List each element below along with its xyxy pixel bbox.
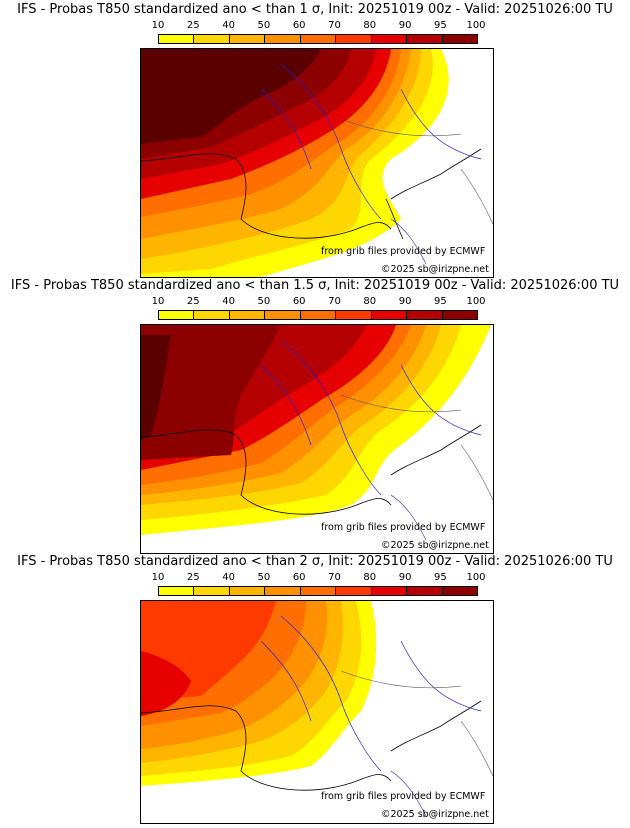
panel-title: IFS - Probas T850 standardized ano < tha… — [10, 278, 620, 293]
probability-map: from grib files provided by ECMWF ©2025 … — [140, 324, 494, 554]
colorbar-swatch — [159, 35, 195, 43]
panel-title: IFS - Probas T850 standardized ano < tha… — [17, 2, 613, 17]
colorbar-tick: 90 — [398, 20, 412, 31]
colorbar-tick: 100 — [466, 296, 486, 307]
panel-1-5sigma: IFS - Probas T850 standardized ano < tha… — [0, 276, 630, 554]
colorbar-tick: 40 — [222, 572, 235, 583]
colorbar-swatch — [407, 35, 443, 43]
colorbar-swatch — [442, 587, 477, 595]
colorbar-tick: 90 — [398, 296, 412, 307]
colorbar-tick: 50 — [257, 572, 271, 583]
colorbar-swatch — [407, 311, 443, 319]
colorbar-labels: 10 25 40 50 60 70 80 90 95 100 — [152, 20, 486, 32]
probability-map: from grib files provided by ECMWF ©2025 … — [140, 48, 494, 278]
colorbar-tick: 95 — [434, 572, 447, 583]
colorbar-swatch — [265, 35, 301, 43]
colorbar-tick: 95 — [434, 20, 447, 31]
colorbar-tick: 50 — [257, 296, 271, 307]
colorbar-swatch — [371, 311, 408, 319]
colorbar-tick: 70 — [328, 572, 341, 583]
colorbar-tick: 80 — [363, 572, 377, 583]
colorbar-tick: 70 — [328, 20, 341, 31]
credit-source: from grib files provided by ECMWF — [321, 791, 486, 802]
colorbar-swatch — [442, 35, 477, 43]
colorbar-tick: 100 — [466, 20, 486, 31]
credit-copyright: ©2025 sb@irizpne.net — [381, 809, 489, 820]
colorbar-swatch — [229, 35, 266, 43]
colorbar-swatch — [194, 587, 230, 595]
panel-1sigma: IFS - Probas T850 standardized ano < tha… — [0, 0, 630, 278]
panel-title: IFS - Probas T850 standardized ano < tha… — [17, 554, 613, 569]
colorbar-tick: 95 — [434, 296, 447, 307]
credit-copyright: ©2025 sb@irizpne.net — [381, 540, 489, 551]
colorbar-swatch — [229, 311, 266, 319]
colorbar — [158, 34, 478, 44]
colorbar-swatch — [194, 35, 230, 43]
colorbar-swatch — [159, 587, 195, 595]
credit-source: from grib files provided by ECMWF — [321, 522, 486, 533]
colorbar-swatch — [265, 587, 301, 595]
colorbar-tick: 60 — [292, 296, 306, 307]
colorbar-tick: 70 — [328, 296, 341, 307]
colorbar-swatch — [442, 311, 477, 319]
colorbar-swatch — [371, 587, 408, 595]
colorbar-tick: 25 — [186, 20, 200, 31]
colorbar-tick: 10 — [151, 572, 165, 583]
colorbar-swatch — [229, 587, 266, 595]
colorbar-swatch — [371, 35, 408, 43]
colorbar-swatch — [336, 587, 372, 595]
colorbar-swatch — [265, 311, 301, 319]
colorbar-tick: 25 — [186, 296, 200, 307]
colorbar-labels: 10 25 40 50 60 70 80 90 95 100 — [152, 572, 486, 584]
colorbar-swatch — [159, 311, 195, 319]
colorbar-tick: 100 — [466, 572, 486, 583]
colorbar-swatch — [407, 587, 443, 595]
colorbar-swatch — [300, 311, 337, 319]
colorbar-labels: 10 25 40 50 60 70 80 90 95 100 — [152, 296, 486, 308]
credit-copyright: ©2025 sb@irizpne.net — [381, 264, 489, 275]
probability-map: from grib files provided by ECMWF ©2025 … — [140, 600, 494, 824]
colorbar-tick: 40 — [222, 20, 235, 31]
colorbar-tick: 60 — [292, 20, 306, 31]
colorbar-tick: 10 — [151, 20, 165, 31]
colorbar-tick: 25 — [186, 572, 200, 583]
panel-2sigma: IFS - Probas T850 standardized ano < tha… — [0, 552, 630, 828]
colorbar — [158, 310, 478, 320]
colorbar — [158, 586, 478, 596]
colorbar-tick: 90 — [398, 572, 412, 583]
credit-source: from grib files provided by ECMWF — [321, 246, 486, 257]
colorbar-tick: 10 — [151, 296, 165, 307]
colorbar-swatch — [300, 35, 337, 43]
colorbar-tick: 50 — [257, 20, 271, 31]
colorbar-swatch — [194, 311, 230, 319]
colorbar-tick: 80 — [363, 296, 377, 307]
colorbar-tick: 40 — [222, 296, 235, 307]
colorbar-tick: 60 — [292, 572, 306, 583]
colorbar-swatch — [336, 311, 372, 319]
colorbar-tick: 80 — [363, 20, 377, 31]
colorbar-swatch — [300, 587, 337, 595]
colorbar-swatch — [336, 35, 372, 43]
